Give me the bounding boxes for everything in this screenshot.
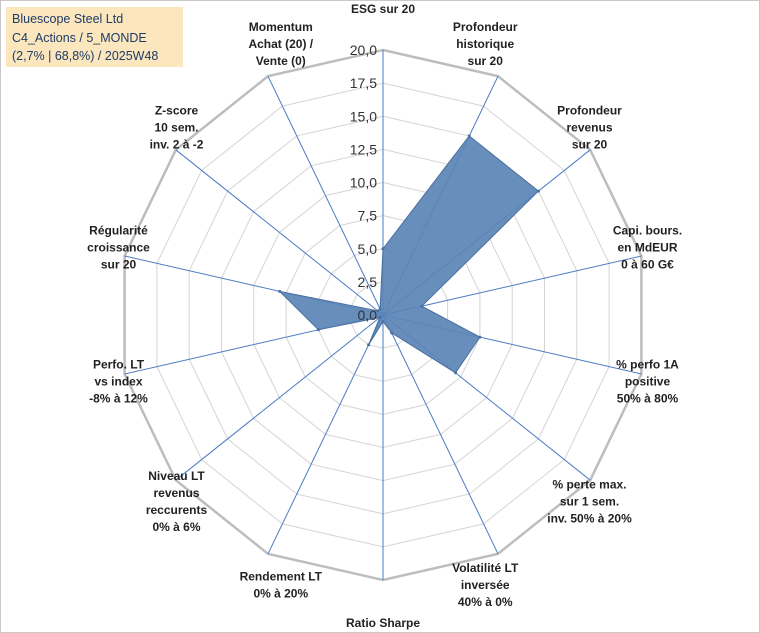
data-point <box>478 335 482 339</box>
data-point <box>390 331 394 335</box>
tick-label: 2,5 <box>358 274 378 290</box>
tick-label: 17,5 <box>350 75 377 91</box>
data-point <box>378 316 382 319</box>
data-point <box>467 134 471 138</box>
data-series-area <box>278 135 540 374</box>
data-point <box>367 343 371 347</box>
title-stats: (2,7% | 68,8%) / 2025W48 <box>12 49 159 63</box>
axis-label: Z-score 10 sem. inv. 2 à -2 <box>150 104 204 152</box>
tick-label: 5,0 <box>358 241 378 257</box>
data-point <box>454 371 457 375</box>
tick-label: 7,5 <box>358 208 378 224</box>
data-point <box>381 247 385 251</box>
axis-label: % perte max. sur 1 sem. inv. 50% à 20% <box>547 478 632 526</box>
axis-label: Ratio Sharpe0 à 1 <box>346 616 420 633</box>
data-point <box>378 307 382 311</box>
tick-label: 15,0 <box>350 108 377 124</box>
axis-label: Rendement LT 0% à 20% <box>240 569 323 600</box>
axis-label: Perfo. LT vs index -8% à 12% <box>89 357 148 405</box>
data-point <box>420 304 424 308</box>
axis-label: Profondeur revenus sur 20 <box>557 104 622 152</box>
data-point <box>376 309 380 313</box>
data-point <box>278 289 282 293</box>
radar-spoke <box>175 314 384 481</box>
data-point <box>536 189 540 193</box>
axis-label: Niveau LT revenus reccurents 0% à 6% <box>146 469 208 534</box>
title-box: Bluescope Steel Ltd C4_Actions / 5_MONDE… <box>6 7 183 67</box>
axis-label: Capi. bours. en MdEUR 0 à 60 G€ <box>613 224 682 272</box>
axis-label: Profondeur historique sur 20 <box>453 20 518 68</box>
title-category: C4_Actions / 5_MONDE <box>12 30 147 45</box>
tick-label: 0,0 <box>358 307 378 323</box>
radar-spoke <box>175 149 384 316</box>
tick-label: 12,5 <box>350 141 377 157</box>
tick-label: 10,0 <box>350 175 377 191</box>
radar-spoke <box>267 314 384 555</box>
title-company: Bluescope Steel Ltd <box>12 12 124 26</box>
axis-label: Régularité croissance sur 20 <box>87 224 150 272</box>
axis-label: Volatilité LT inversée 40% à 0% <box>452 561 519 609</box>
axis-label: Momentum Achat (20) / Vente (0) <box>248 20 313 68</box>
radar-spoke <box>267 75 384 316</box>
axis-label: NoteESG sur 20 <box>351 0 415 16</box>
axis-label: % perfo 1A positive 50% à 80% <box>616 357 679 405</box>
tick-label: 20,0 <box>350 42 377 58</box>
radar-spoke <box>382 314 499 555</box>
data-point <box>316 328 320 332</box>
radar-spoke <box>382 255 642 316</box>
data-point <box>381 320 385 324</box>
